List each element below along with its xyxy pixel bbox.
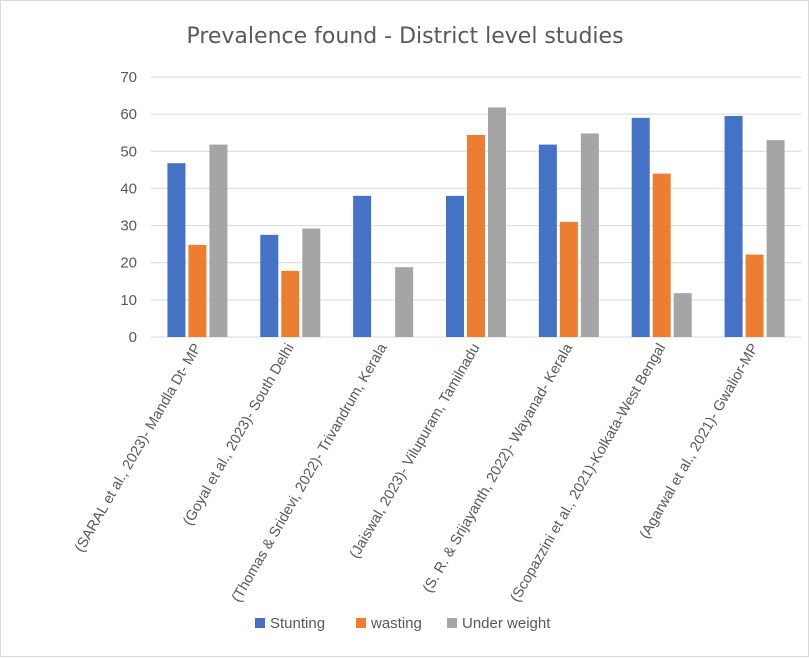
y-tick-label: 20 — [120, 255, 137, 272]
y-tick-label: 50 — [120, 143, 137, 160]
bar-stunting — [260, 234, 279, 337]
bar-wasting — [559, 221, 578, 337]
y-tick-label: 60 — [120, 106, 137, 123]
bar-under-weight — [395, 267, 414, 337]
bar-stunting — [724, 116, 743, 337]
legend-swatch — [447, 618, 457, 628]
legend-swatch — [255, 618, 265, 628]
bar-stunting — [631, 117, 650, 337]
x-category-label: (Goyal et al., 2023)- South Delhi — [180, 341, 297, 528]
bar-under-weight — [580, 133, 599, 337]
bar-wasting — [188, 244, 207, 337]
bar-wasting — [281, 270, 300, 337]
bar-under-weight — [209, 144, 228, 337]
bar-wasting — [652, 173, 671, 337]
chart-title: Prevalence found - District level studie… — [186, 24, 623, 49]
x-axis-labels: (SARAL et al., 2023)- Mandla Dt- MP(Goya… — [72, 340, 762, 605]
y-tick-label: 30 — [120, 218, 137, 235]
y-tick-label: 70 — [120, 69, 137, 86]
bar-stunting — [538, 144, 557, 337]
bar-wasting — [467, 134, 485, 337]
bar-stunting — [446, 195, 464, 337]
y-tick-label: 10 — [120, 292, 137, 309]
bar-under-weight — [488, 107, 506, 337]
legend: Stunting wasting Under weight — [255, 615, 551, 632]
legend-swatch — [356, 618, 366, 628]
bar-stunting — [167, 163, 186, 337]
bar-stunting — [353, 195, 372, 337]
bar-under-weight — [302, 228, 321, 337]
y-tick-label: 0 — [129, 329, 137, 346]
bars — [167, 107, 785, 337]
legend-label: Stunting — [270, 615, 325, 632]
y-axis-ticks: 0 10 20 30 40 50 60 70 — [120, 69, 137, 346]
x-category-label: (Thomas & Sridevi, 2022)- Trivandrum, Ke… — [229, 340, 391, 605]
bar-under-weight — [673, 293, 692, 337]
bar-under-weight — [766, 140, 785, 337]
legend-label: wasting — [370, 615, 422, 632]
x-category-label: (Scopazzini et al., 2021)-Kolkata-West B… — [508, 341, 670, 605]
y-tick-label: 40 — [120, 180, 137, 197]
bar-wasting — [745, 254, 764, 337]
x-category-label: (S. R. & Srijayanth, 2022)- Wayanad- Ker… — [420, 340, 577, 595]
legend-label: Under weight — [462, 615, 551, 632]
